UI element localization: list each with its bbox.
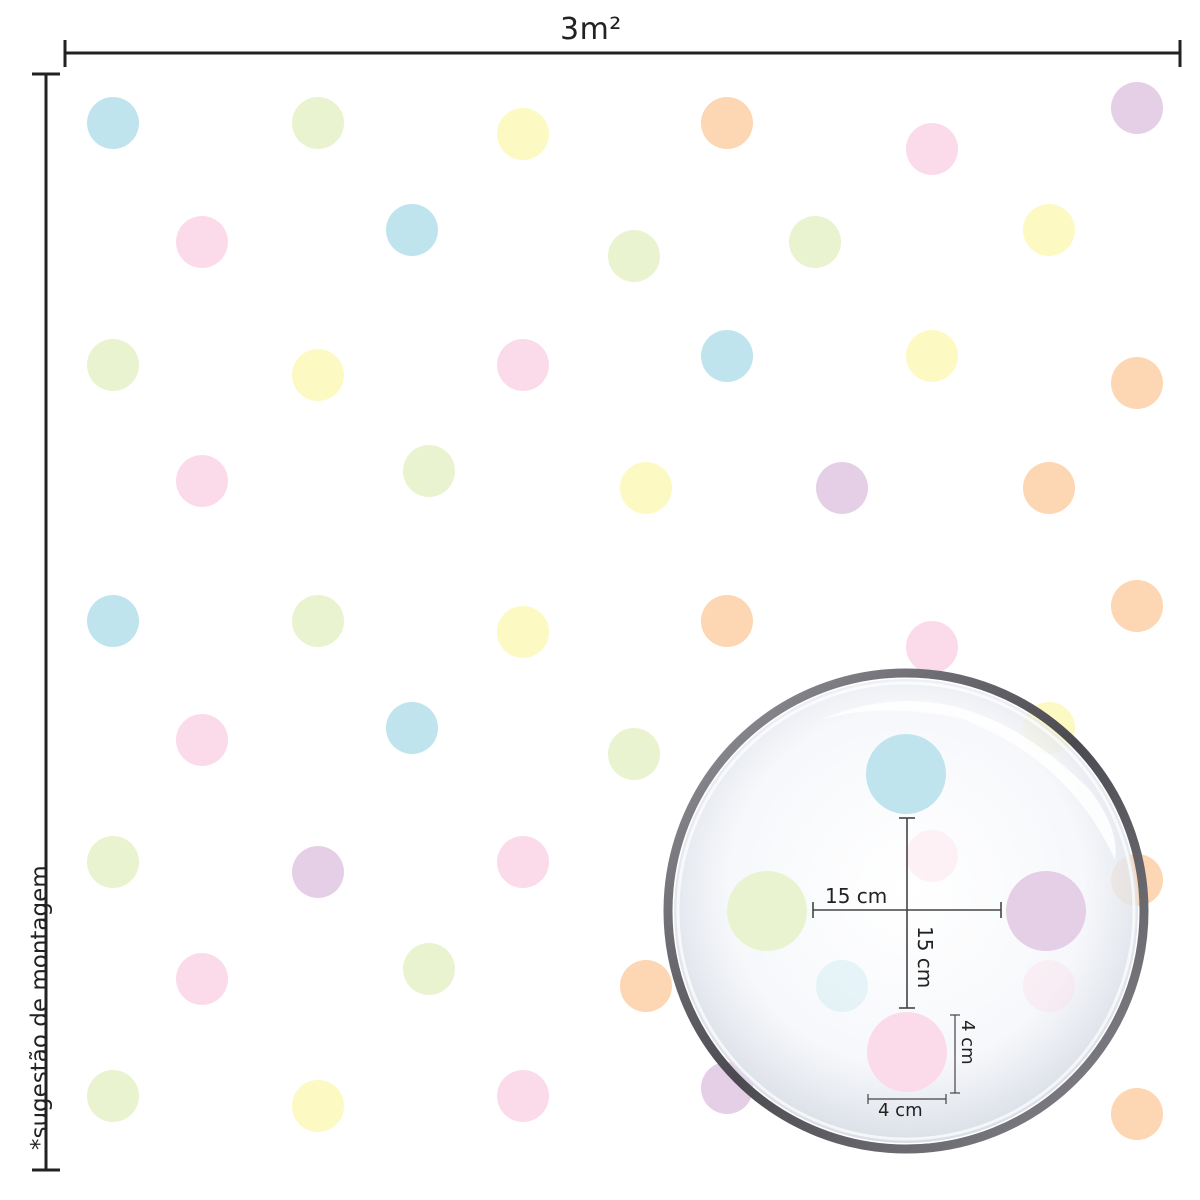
- dot-pink: [497, 836, 549, 888]
- dot-pink: [176, 953, 228, 1005]
- lens-faded-dot: [816, 960, 868, 1012]
- height-dimension-line: [32, 72, 60, 1172]
- dot-purple: [292, 846, 344, 898]
- dot-blue: [701, 330, 753, 382]
- dot-green: [87, 339, 139, 391]
- lens-faded-dot: [906, 830, 958, 882]
- magnifier-measurements: [812, 817, 1002, 1104]
- dot-orange: [1111, 1088, 1163, 1140]
- dot-green: [608, 230, 660, 282]
- magnified-dots: [727, 734, 1086, 1092]
- dot-blue: [87, 97, 139, 149]
- dot-purple: [701, 1062, 753, 1114]
- dot-pink: [906, 621, 958, 673]
- lens-faded-dot: [1023, 960, 1075, 1012]
- dot-green: [87, 836, 139, 888]
- dot-green: [87, 1070, 139, 1122]
- dot-green: [789, 216, 841, 268]
- dot-layer: [87, 82, 1163, 1140]
- dot-height-label: 4 cm: [957, 1020, 978, 1065]
- dot-green: [403, 445, 455, 497]
- dot-green: [608, 728, 660, 780]
- dot-width-label: 4 cm: [878, 1100, 923, 1121]
- dot-green: [292, 595, 344, 647]
- dot-purple: [1111, 82, 1163, 134]
- dot-blue: [87, 595, 139, 647]
- dot-yellow: [497, 108, 549, 160]
- dot-purple: [816, 462, 868, 514]
- dot-yellow: [620, 462, 672, 514]
- vertical-spacing-label: 15 cm: [913, 926, 937, 989]
- dot-blue: [386, 702, 438, 754]
- dot-yellow: [292, 349, 344, 401]
- dot-yellow: [1023, 204, 1075, 256]
- dot-pink: [497, 339, 549, 391]
- dot-pink: [497, 1070, 549, 1122]
- dot-orange: [1023, 462, 1075, 514]
- dot-pink: [176, 455, 228, 507]
- dot-yellow: [292, 1080, 344, 1132]
- height-label: *sugestão de montagem: [27, 865, 53, 1150]
- dot-pink: [906, 123, 958, 175]
- dot-pink: [176, 216, 228, 268]
- dot-green: [292, 97, 344, 149]
- horizontal-spacing-label: 15 cm: [825, 884, 888, 908]
- dot-orange: [701, 595, 753, 647]
- width-dimension-line: [63, 40, 1182, 67]
- magnified-dot-blue: [866, 734, 946, 814]
- dot-orange: [1111, 580, 1163, 632]
- dot-yellow: [906, 330, 958, 382]
- dot-orange: [620, 960, 672, 1012]
- dot-green: [403, 943, 455, 995]
- magnified-dot-pink: [867, 1012, 947, 1092]
- dot-blue: [386, 204, 438, 256]
- width-label: 3m²: [560, 12, 622, 47]
- dot-pink: [176, 714, 228, 766]
- dot-yellow: [497, 606, 549, 658]
- dot-orange: [701, 97, 753, 149]
- magnifier-lens: [663, 668, 1149, 1154]
- magnified-dot-green: [727, 871, 807, 951]
- magnified-dot-purple: [1006, 871, 1086, 951]
- dot-orange: [1111, 357, 1163, 409]
